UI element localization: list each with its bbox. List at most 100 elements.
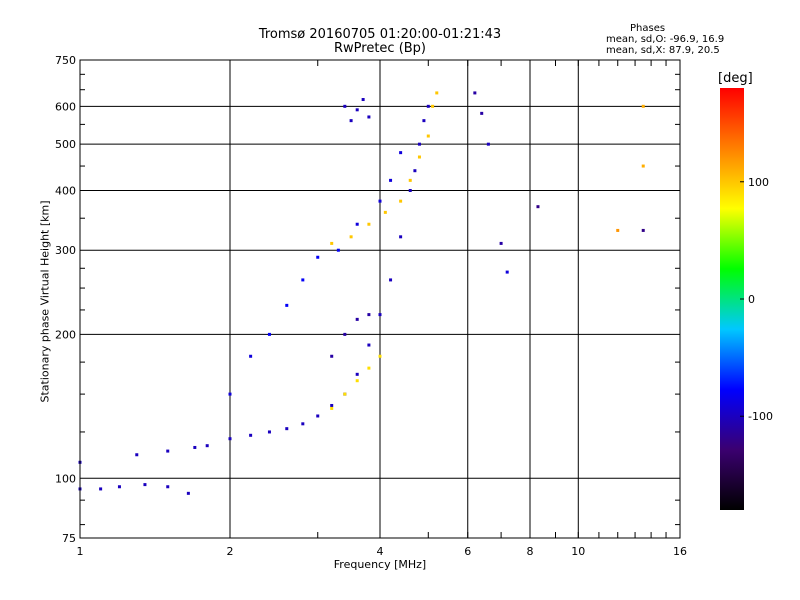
data-point [267, 332, 271, 336]
x-tick-label: 16 [673, 545, 687, 558]
colorbar-ticks: 100 0 -100 [740, 176, 773, 423]
data-point [330, 241, 334, 245]
colorbar-tick-label: -100 [748, 410, 773, 423]
data-point [99, 487, 103, 491]
data-point [267, 430, 271, 434]
data-point [355, 222, 359, 226]
data-point [135, 453, 139, 457]
data-point [408, 178, 412, 182]
stats-line-x: mean, sd,X: 87.9, 20.5 [606, 45, 720, 56]
y-tick-label: 750 [55, 54, 76, 67]
data-point [228, 437, 232, 441]
x-tick-label: 4 [377, 545, 384, 558]
data-point [336, 248, 340, 252]
data-point [435, 91, 439, 95]
data-point [301, 278, 305, 282]
data-point [378, 354, 382, 358]
data-point [301, 422, 305, 426]
data-point [505, 270, 509, 274]
data-point [389, 178, 393, 182]
data-point [367, 313, 371, 317]
grid-layer [80, 60, 680, 538]
data-point [355, 317, 359, 321]
data-point [486, 142, 490, 146]
data-point [641, 164, 645, 168]
data-point [343, 332, 347, 336]
data-point [641, 228, 645, 232]
y-tick-label: 500 [55, 138, 76, 151]
data-point [431, 104, 435, 108]
data-point [367, 343, 371, 347]
x-tick-label: 2 [227, 545, 234, 558]
data-point [316, 255, 320, 259]
data-point [383, 210, 387, 214]
data-point [228, 392, 232, 396]
x-tick-label: 8 [527, 545, 534, 558]
data-point [355, 372, 359, 376]
ticks-layer: 1 2 4 6 8 10 16 75 100 200 300 400 500 600 750 [55, 54, 687, 558]
points-layer [78, 91, 645, 495]
colorbar-tick-label: 0 [748, 293, 755, 306]
x-tick-label: 6 [464, 545, 471, 558]
data-point [367, 115, 371, 119]
data-point [426, 104, 430, 108]
data-point [355, 108, 359, 112]
data-point [330, 354, 334, 358]
chart-title-line1: Tromsø 20160705 01:20:00-01:21:43 [258, 27, 502, 42]
data-point [166, 485, 170, 489]
data-point [143, 483, 147, 487]
data-point [641, 104, 645, 108]
y-tick-label: 300 [55, 244, 76, 257]
data-point [399, 199, 403, 203]
data-point [330, 406, 334, 410]
y-tick-label: 100 [55, 472, 76, 485]
data-point [378, 199, 382, 203]
data-point [422, 119, 426, 123]
data-point [499, 241, 503, 245]
data-point [166, 449, 170, 453]
chart-title-line2: RwPretec (Bp) [333, 41, 427, 56]
data-point [408, 188, 412, 192]
data-point [285, 427, 289, 431]
data-point [413, 169, 417, 173]
data-point [186, 491, 190, 495]
y-tick-label: 75 [62, 532, 76, 545]
data-point [417, 142, 421, 146]
data-point [361, 98, 365, 102]
x-tick-label: 1 [77, 545, 84, 558]
data-point [349, 119, 353, 123]
stats-line-o: mean, sd,O: -96.9, 16.9 [606, 34, 725, 45]
data-point [367, 366, 371, 370]
data-point [349, 235, 353, 239]
y-tick-label: 400 [55, 184, 76, 197]
data-point [249, 433, 253, 437]
y-tick-label: 600 [55, 100, 76, 113]
data-point [536, 205, 540, 209]
data-point [367, 222, 371, 226]
data-point [399, 151, 403, 155]
data-point [343, 104, 347, 108]
data-point [355, 379, 359, 383]
data-point [480, 111, 484, 115]
x-axis-label: Frequency [MHz] [333, 558, 427, 571]
data-point [117, 485, 121, 489]
data-point [399, 235, 403, 239]
data-point [205, 444, 209, 448]
data-point [473, 91, 477, 95]
data-point [616, 228, 620, 232]
data-point [285, 303, 289, 307]
stats-title: Phases [630, 23, 666, 34]
data-point [193, 445, 197, 449]
data-point [330, 403, 334, 407]
data-point [417, 155, 421, 159]
data-point [249, 354, 253, 358]
data-point [316, 414, 320, 418]
colorbar-unit-label: [deg] [718, 71, 753, 86]
x-tick-label: 10 [571, 545, 585, 558]
colorbar-tick-label: 100 [748, 176, 769, 189]
data-point [389, 278, 393, 282]
y-tick-label: 200 [55, 328, 76, 341]
data-point [343, 392, 347, 396]
data-point [378, 313, 382, 317]
